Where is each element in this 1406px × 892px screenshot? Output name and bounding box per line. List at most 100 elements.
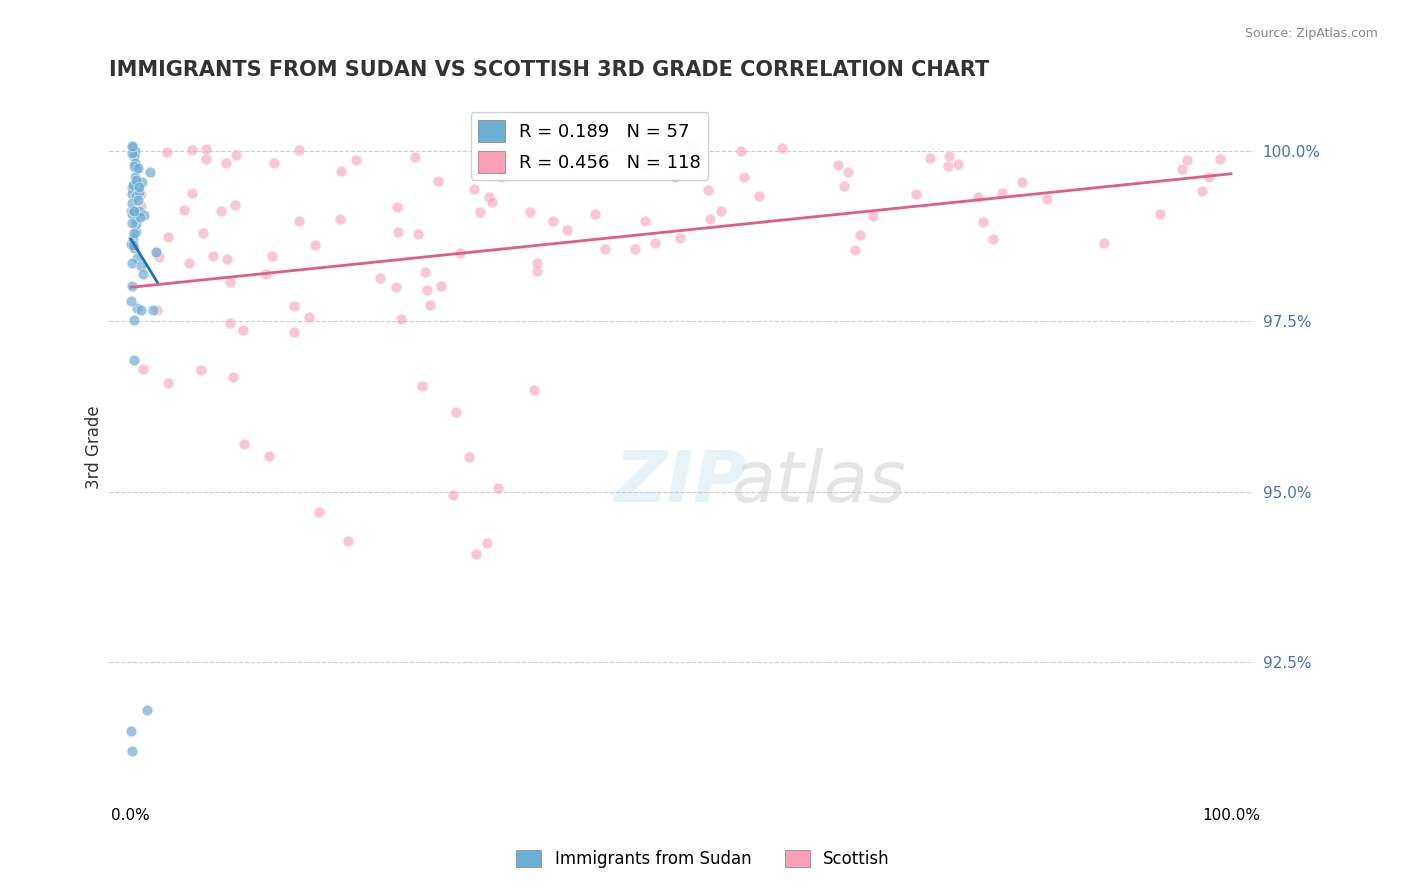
Point: [124, 211, 146, 225]
Point: [936, 160, 959, 174]
Point: [120, 203, 142, 218]
Point: [387, 225, 409, 239]
Point: [1171, 162, 1194, 177]
Text: Source: ZipAtlas.com: Source: ZipAtlas.com: [1244, 27, 1378, 40]
Point: [308, 505, 330, 519]
Legend: R = 0.189   N = 57, R = 0.456   N = 118: R = 0.189 N = 57, R = 0.456 N = 118: [471, 112, 709, 180]
Point: [195, 142, 218, 156]
Point: [125, 189, 148, 203]
Point: [129, 187, 152, 202]
Point: [283, 325, 305, 339]
Point: [132, 267, 155, 281]
Point: [644, 235, 666, 250]
Point: [972, 215, 994, 229]
Point: [122, 178, 145, 192]
Point: [202, 249, 225, 263]
Point: [636, 146, 658, 161]
Point: [664, 169, 686, 184]
Point: [526, 263, 548, 277]
Point: [121, 145, 143, 160]
Point: [710, 204, 733, 219]
Point: [195, 153, 218, 167]
Point: [404, 150, 426, 164]
Point: [225, 147, 247, 161]
Point: [748, 189, 770, 203]
Point: [730, 144, 752, 158]
Point: [991, 186, 1014, 200]
Point: [283, 299, 305, 313]
Point: [217, 252, 239, 267]
Point: [304, 238, 326, 252]
Point: [620, 153, 643, 168]
Point: [122, 140, 145, 154]
Point: [120, 236, 142, 251]
Point: [122, 353, 145, 368]
Point: [904, 187, 927, 202]
Point: [122, 241, 145, 255]
Point: [121, 181, 143, 195]
Point: [583, 207, 606, 221]
Point: [125, 161, 148, 176]
Y-axis label: 3rd Grade: 3rd Grade: [86, 406, 103, 490]
Point: [837, 165, 859, 179]
Point: [441, 488, 464, 502]
Point: [122, 159, 145, 173]
Point: [387, 200, 409, 214]
Point: [129, 303, 152, 318]
Point: [121, 279, 143, 293]
Point: [470, 205, 492, 219]
Point: [190, 363, 212, 377]
Point: [260, 249, 283, 263]
Point: [121, 207, 143, 221]
Point: [1149, 207, 1171, 221]
Point: [287, 213, 309, 227]
Point: [128, 185, 150, 199]
Point: [128, 211, 150, 225]
Point: [181, 186, 204, 201]
Point: [232, 322, 254, 336]
Point: [541, 214, 564, 228]
Point: [121, 195, 143, 210]
Point: [125, 173, 148, 187]
Point: [122, 148, 145, 162]
Point: [120, 723, 142, 738]
Point: [337, 533, 360, 548]
Point: [148, 250, 170, 264]
Point: [489, 170, 512, 185]
Point: [920, 151, 942, 165]
Point: [224, 198, 246, 212]
Point: [862, 210, 884, 224]
Point: [415, 283, 437, 297]
Point: [946, 156, 969, 170]
Point: [624, 242, 647, 256]
Point: [844, 243, 866, 257]
Point: [967, 190, 990, 204]
Point: [254, 268, 277, 282]
Point: [634, 214, 657, 228]
Point: [463, 182, 485, 196]
Point: [209, 204, 232, 219]
Point: [122, 238, 145, 252]
Point: [121, 138, 143, 153]
Point: [426, 173, 449, 187]
Point: [486, 481, 509, 495]
Point: [733, 169, 755, 184]
Point: [142, 302, 165, 317]
Point: [478, 190, 501, 204]
Point: [132, 361, 155, 376]
Point: [1198, 170, 1220, 185]
Text: ZIP: ZIP: [614, 448, 747, 517]
Point: [131, 260, 153, 274]
Point: [981, 232, 1004, 246]
Point: [444, 405, 467, 419]
Point: [157, 376, 180, 391]
Point: [124, 225, 146, 239]
Point: [219, 275, 242, 289]
Point: [125, 301, 148, 316]
Point: [146, 303, 169, 318]
Text: atlas: atlas: [731, 448, 905, 517]
Point: [121, 216, 143, 230]
Point: [121, 187, 143, 202]
Point: [849, 227, 872, 242]
Point: [173, 202, 195, 217]
